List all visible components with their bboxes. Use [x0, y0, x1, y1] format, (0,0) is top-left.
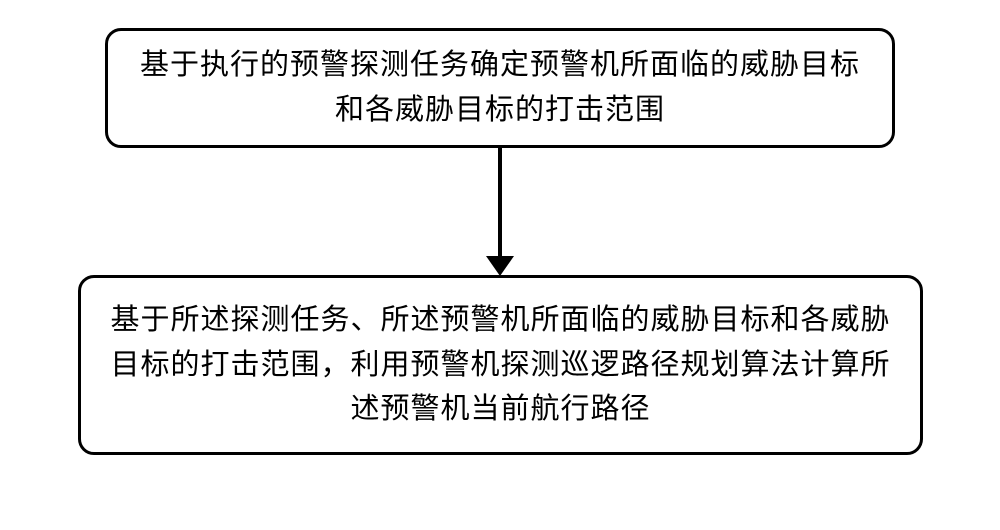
flow-node-label: 基于执行的预警探测任务确定预警机所面临的威胁目标和各威胁目标的打击范围	[128, 43, 872, 133]
flow-node-threat-determination: 基于执行的预警探测任务确定预警机所面临的威胁目标和各威胁目标的打击范围	[105, 28, 895, 148]
flow-edge-line	[498, 148, 502, 256]
flow-node-label: 基于所述探测任务、所述预警机所面临的威胁目标和各威胁目标的打击范围，利用预警机探…	[101, 298, 900, 433]
arrow-down-icon	[486, 256, 514, 276]
flowchart-canvas: 基于执行的预警探测任务确定预警机所面临的威胁目标和各威胁目标的打击范围 基于所述…	[0, 0, 1000, 530]
flow-node-path-planning: 基于所述探测任务、所述预警机所面临的威胁目标和各威胁目标的打击范围，利用预警机探…	[78, 275, 923, 455]
